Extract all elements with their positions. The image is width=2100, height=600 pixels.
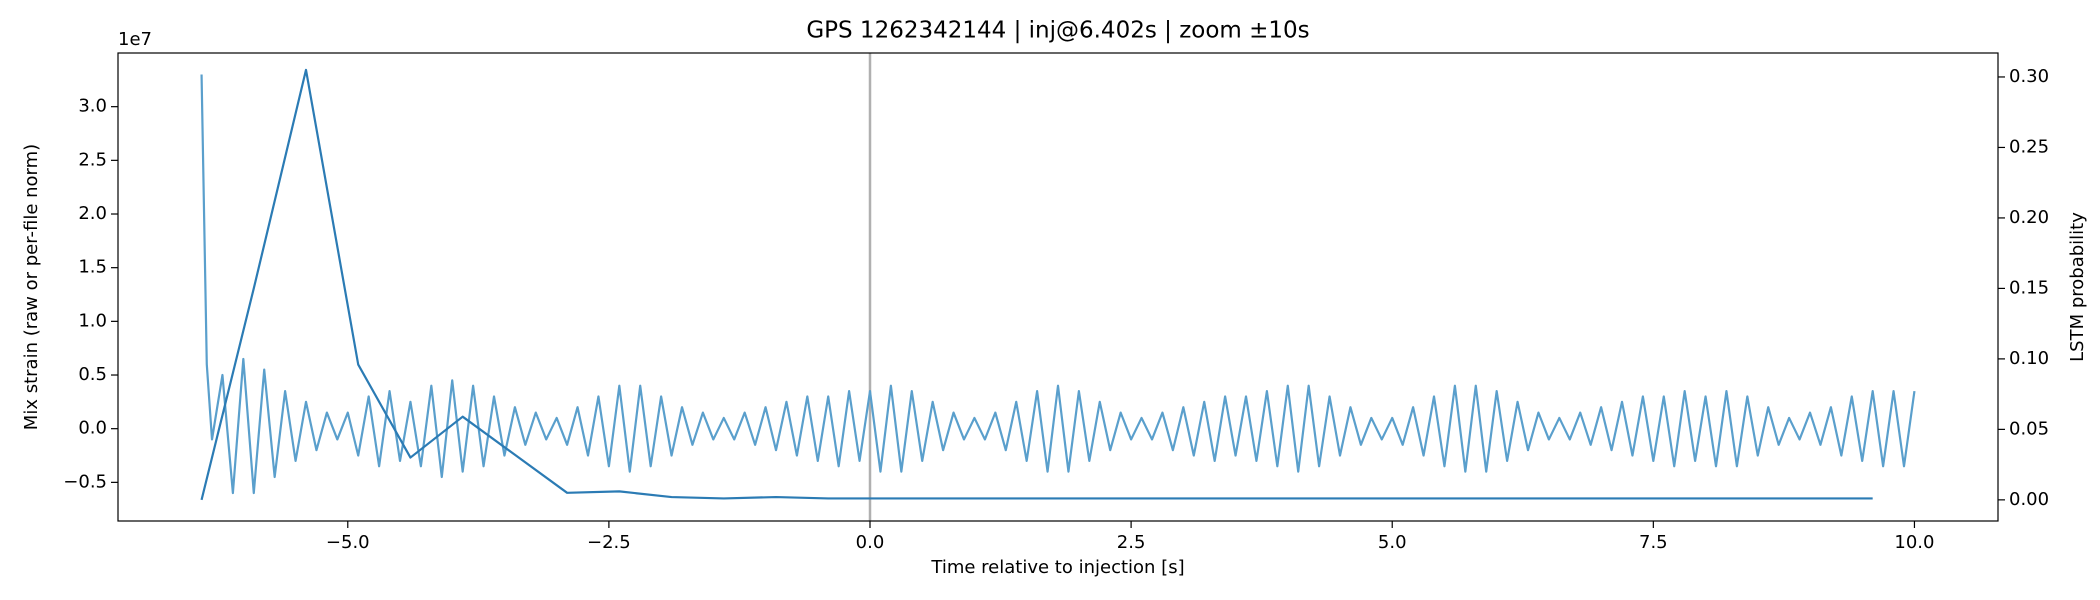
x-tick-label: −5.0: [326, 532, 370, 553]
x-tick-label: 10.0: [1894, 532, 1934, 553]
x-tick-label: 2.5: [1117, 532, 1146, 553]
y2-tick-label: 0.15: [2009, 277, 2049, 298]
y2-tick-label: 0.25: [2009, 136, 2049, 157]
data-line: [200, 74, 1916, 495]
y-tick-label: 2.5: [78, 149, 107, 170]
x-tick-label: 5.0: [1378, 532, 1407, 553]
y2-axis-label: LSTM probability: [2067, 212, 2088, 362]
y2-tick-label: 0.20: [2009, 207, 2049, 228]
x-axis-label: Time relative to injection [s]: [930, 557, 1184, 578]
plot-frame: [117, 52, 1999, 522]
y2-tick-label: 0.30: [2009, 66, 2049, 87]
y-tick-label: 0.5: [78, 364, 107, 385]
y2-tick-label: 0.10: [2009, 348, 2049, 369]
x-tick-label: −2.5: [587, 532, 631, 553]
y-tick-label: −0.5: [63, 471, 107, 492]
chart-title: GPS 1262342144 | inj@6.402s | zoom ±10s: [806, 18, 1309, 44]
y-tick-label: 1.0: [78, 310, 107, 331]
y-tick-label: 3.0: [78, 96, 107, 117]
y-tick-label: 1.5: [78, 257, 107, 278]
y-offset-label: 1e7: [118, 29, 152, 50]
y-axis-label: Mix strain (raw or per-file norm): [21, 144, 42, 430]
y2-tick-label: 0.00: [2009, 489, 2049, 510]
x-tick-label: 7.5: [1639, 532, 1668, 553]
data-line: [200, 68, 1873, 501]
y-tick-label: 0.0: [78, 418, 107, 439]
x-tick-label: 0.0: [856, 532, 885, 553]
y-tick-label: 2.0: [78, 203, 107, 224]
y2-tick-label: 0.05: [2009, 418, 2049, 439]
